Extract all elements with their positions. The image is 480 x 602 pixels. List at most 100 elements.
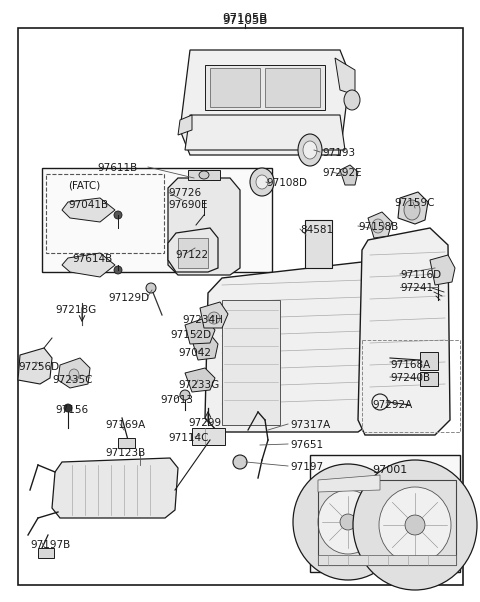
Text: 97614B: 97614B — [72, 254, 112, 264]
Text: 97123B: 97123B — [105, 448, 145, 458]
Bar — [46, 174, 164, 253]
Ellipse shape — [69, 369, 79, 381]
Text: 84581: 84581 — [300, 225, 333, 235]
Ellipse shape — [353, 460, 477, 590]
Text: 97169A: 97169A — [105, 420, 145, 430]
Text: 97611B: 97611B — [98, 163, 138, 173]
Polygon shape — [335, 58, 355, 95]
Text: 97235C: 97235C — [52, 375, 93, 385]
Text: (FATC): (FATC) — [68, 181, 100, 191]
Ellipse shape — [64, 404, 72, 412]
Polygon shape — [340, 165, 358, 185]
Polygon shape — [205, 262, 378, 432]
Text: 97197: 97197 — [290, 462, 323, 472]
Ellipse shape — [256, 175, 268, 189]
Text: 97651: 97651 — [290, 440, 323, 450]
Polygon shape — [62, 253, 115, 277]
Polygon shape — [168, 178, 240, 275]
Text: 97042: 97042 — [178, 348, 211, 358]
Text: 97122: 97122 — [175, 250, 208, 260]
Text: 97041B: 97041B — [68, 200, 108, 210]
Bar — [310, 455, 460, 572]
Ellipse shape — [404, 200, 420, 220]
Ellipse shape — [405, 515, 425, 535]
Polygon shape — [185, 318, 215, 344]
Polygon shape — [192, 334, 218, 360]
Polygon shape — [358, 228, 450, 435]
Text: 97218G: 97218G — [55, 305, 96, 315]
Polygon shape — [318, 475, 380, 492]
Text: 97241: 97241 — [400, 283, 433, 293]
Ellipse shape — [372, 219, 384, 233]
Bar — [305, 220, 332, 268]
Text: 97156: 97156 — [55, 405, 88, 415]
Text: 97317A: 97317A — [290, 420, 330, 430]
Ellipse shape — [199, 171, 209, 179]
Polygon shape — [58, 358, 90, 388]
Text: 97168A: 97168A — [390, 360, 430, 370]
Text: 97234H: 97234H — [182, 315, 223, 325]
Ellipse shape — [114, 211, 122, 219]
Polygon shape — [178, 115, 192, 135]
Bar — [188, 170, 220, 180]
Text: 97197B: 97197B — [30, 540, 70, 550]
Bar — [192, 428, 225, 445]
Bar — [420, 352, 438, 370]
Ellipse shape — [208, 312, 220, 324]
Text: 97193: 97193 — [322, 148, 355, 158]
Bar — [420, 372, 438, 386]
Bar — [362, 340, 460, 432]
Ellipse shape — [293, 464, 403, 580]
Polygon shape — [185, 115, 345, 150]
Bar — [265, 68, 320, 107]
Ellipse shape — [344, 90, 360, 110]
Polygon shape — [168, 228, 218, 272]
Ellipse shape — [114, 266, 122, 274]
Polygon shape — [185, 368, 215, 392]
Polygon shape — [62, 198, 115, 222]
Polygon shape — [200, 302, 228, 328]
Ellipse shape — [233, 455, 247, 469]
Ellipse shape — [180, 390, 190, 400]
Text: 97152D: 97152D — [170, 330, 211, 340]
Polygon shape — [18, 348, 52, 384]
Text: 97013: 97013 — [160, 395, 193, 405]
Ellipse shape — [318, 490, 378, 554]
Text: 97299: 97299 — [188, 418, 221, 428]
Ellipse shape — [379, 487, 451, 563]
Bar — [38, 548, 54, 558]
Text: 97116D: 97116D — [400, 270, 441, 280]
Ellipse shape — [303, 141, 317, 159]
Bar — [222, 300, 280, 425]
Text: 97159C: 97159C — [394, 198, 434, 208]
Polygon shape — [368, 212, 392, 238]
Polygon shape — [180, 50, 350, 155]
Text: 97158B: 97158B — [358, 222, 398, 232]
Text: 97292A: 97292A — [372, 400, 412, 410]
Text: 97726: 97726 — [168, 188, 201, 198]
Ellipse shape — [298, 134, 322, 166]
Text: 97256D: 97256D — [18, 362, 59, 372]
Ellipse shape — [340, 514, 356, 530]
Text: 97105B: 97105B — [222, 14, 268, 27]
Text: 97114C: 97114C — [168, 433, 208, 443]
Text: 97001: 97001 — [372, 465, 408, 475]
Ellipse shape — [146, 283, 156, 293]
Polygon shape — [52, 458, 178, 518]
Bar — [210, 68, 260, 107]
Polygon shape — [430, 255, 455, 285]
Text: 97108D: 97108D — [266, 178, 307, 188]
Bar — [178, 238, 208, 268]
Text: 97129D: 97129D — [108, 293, 149, 303]
Polygon shape — [398, 192, 428, 224]
Bar — [318, 555, 456, 565]
Bar — [118, 438, 135, 448]
Text: 97105B: 97105B — [222, 12, 268, 25]
Text: 97240B: 97240B — [390, 373, 430, 383]
Text: 97690E: 97690E — [168, 200, 207, 210]
Text: 97292E: 97292E — [322, 168, 361, 178]
Text: 97233G: 97233G — [178, 380, 219, 390]
Bar — [205, 65, 325, 110]
Ellipse shape — [250, 168, 274, 196]
Bar — [318, 480, 456, 565]
